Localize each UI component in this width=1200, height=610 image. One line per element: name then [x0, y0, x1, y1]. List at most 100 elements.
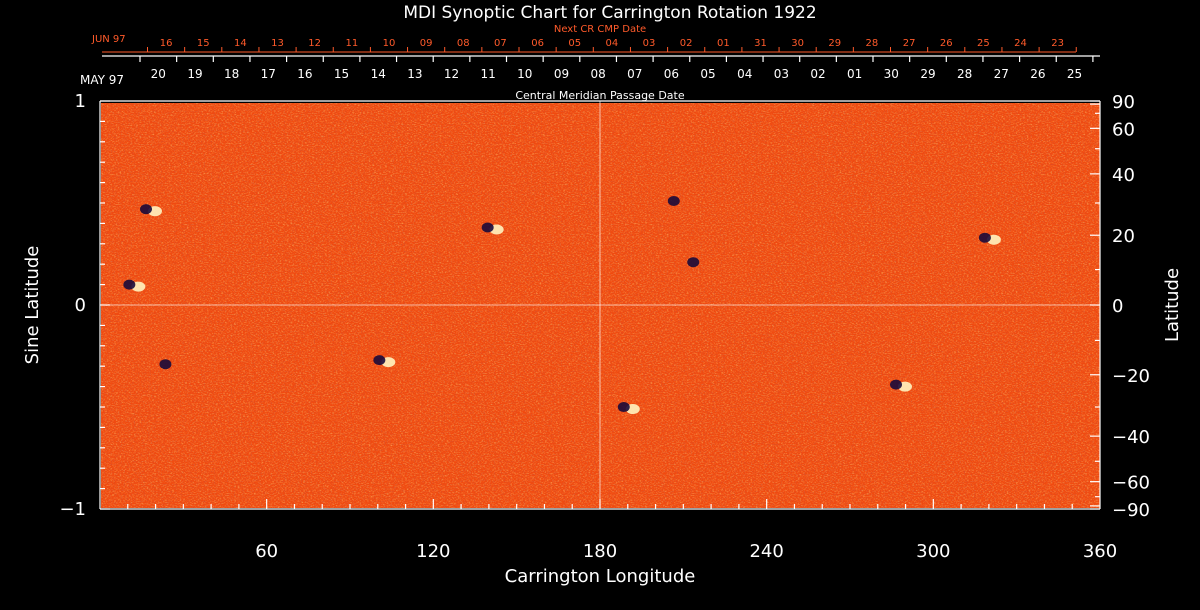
- active-region: [159, 359, 172, 370]
- negative-polarity-patch: [373, 355, 386, 366]
- next-cmp-date-label: 10: [383, 38, 396, 49]
- next-cmp-date-label: 23: [1051, 38, 1064, 49]
- cmp-date-label: 18: [224, 67, 239, 81]
- next-cmp-date-label: 12: [308, 38, 321, 49]
- cmp-date-label: 13: [407, 67, 422, 81]
- cmp-date-label: 26: [1030, 67, 1045, 81]
- cmp-date-label: 20: [151, 67, 166, 81]
- next-cmp-date-label: 04: [606, 38, 619, 49]
- active-region: [373, 355, 396, 368]
- cmp-date-label: 15: [334, 67, 349, 81]
- cmp-date-label: 30: [884, 67, 899, 81]
- cmp-date-label: 19: [187, 67, 202, 81]
- active-region: [617, 402, 640, 415]
- active-region: [890, 379, 912, 392]
- cmp-date-label: 11: [481, 67, 496, 81]
- y-right-tick-label: 60: [1112, 119, 1135, 140]
- cmp-date-label: 07: [627, 67, 642, 81]
- next-cmp-date-label: 15: [197, 38, 210, 49]
- cmp-month-label: MAY 97: [80, 73, 124, 87]
- y-right-tick-label: −40: [1112, 427, 1150, 448]
- next-cmp-date-label: 30: [791, 38, 804, 49]
- x-tick-label: 120: [416, 541, 450, 562]
- cmp-date-label: 12: [444, 67, 459, 81]
- active-region: [687, 257, 700, 268]
- next-cmp-date-label: 27: [903, 38, 916, 49]
- y-right-tick-label: −60: [1112, 473, 1150, 494]
- cmp-date-label: 03: [774, 67, 789, 81]
- next-cmp-date-label: 09: [420, 38, 433, 49]
- y-left-tick-label: −1: [59, 499, 86, 520]
- next-cmp-date-label: 03: [643, 38, 656, 49]
- active-region: [667, 196, 680, 206]
- y-axis-left-label: Sine Latitude: [22, 246, 43, 365]
- y-right-tick-label: 0: [1112, 296, 1123, 317]
- y-left-tick-label: 0: [75, 295, 86, 316]
- y-axis-left: 1 0 −1: [59, 91, 110, 520]
- next-cmp-axis-title: Next CR CMP Date: [554, 24, 646, 35]
- cmp-date-label: 16: [297, 67, 312, 81]
- cmp-date-axis: 20 19 18 17 16 15 14 13 12 11 10 09 08 07 06 05 04 03 02 01…: [102, 55, 1100, 81]
- cmp-date-label: 28: [957, 67, 972, 81]
- x-tick-label: 180: [583, 541, 617, 562]
- cmp-date-label: 04: [737, 67, 752, 81]
- negative-polarity-patch: [481, 222, 494, 233]
- x-tick-label: 240: [749, 541, 783, 562]
- cmp-date-label: 17: [261, 67, 276, 81]
- next-cmp-date-label: 26: [940, 38, 953, 49]
- chart-title: MDI Synoptic Chart for Carrington Rotati…: [403, 3, 816, 23]
- cmp-date-label: 02: [810, 67, 825, 81]
- active-region: [481, 222, 504, 235]
- active-region: [978, 232, 1001, 245]
- next-cmp-date-label: 08: [457, 38, 470, 49]
- cmp-date-label: 29: [920, 67, 935, 81]
- negative-polarity-patch: [140, 204, 152, 215]
- x-tick-label: 60: [255, 541, 278, 562]
- y-axis-right: 90 60 40 20 0 −20 −40 −60 −90: [1090, 92, 1150, 521]
- active-regions: [123, 196, 1001, 415]
- next-cmp-date-label: 29: [828, 38, 841, 49]
- active-region: [123, 279, 146, 292]
- next-cmp-month-label: JUN 97: [91, 34, 126, 45]
- negative-polarity-patch: [159, 359, 172, 370]
- negative-polarity-patch: [978, 232, 991, 243]
- cmp-date-label: 27: [994, 67, 1009, 81]
- next-cmp-date-label: 11: [345, 38, 358, 49]
- next-cmp-date-label: 28: [866, 38, 879, 49]
- y-left-tick-label: 1: [75, 91, 86, 112]
- cmp-date-label: 01: [847, 67, 862, 81]
- y-right-tick-label: 40: [1112, 165, 1135, 186]
- next-cmp-date-axis: 16 15 14 13 12 11 10 09 08 07 06 05 04 03 02 01 31 30 29 28…: [102, 38, 1077, 53]
- x-axis: 60 120 180 240 300 360: [127, 499, 1117, 562]
- y-right-tick-label: 90: [1112, 92, 1135, 113]
- next-cmp-date-label: 05: [568, 38, 581, 49]
- next-cmp-date-label: 13: [271, 38, 284, 49]
- next-cmp-date-label: 16: [160, 38, 173, 49]
- cmp-axis-title: Central Meridian Passage Date: [515, 89, 684, 102]
- x-tick-label: 300: [916, 541, 950, 562]
- y-axis-right-label: Latitude: [1162, 268, 1183, 342]
- next-cmp-date-label: 06: [531, 38, 544, 49]
- negative-polarity-patch: [687, 257, 700, 268]
- negative-polarity-patch: [667, 196, 680, 206]
- next-cmp-date-label: 07: [494, 38, 507, 49]
- x-axis-label: Carrington Longitude: [505, 566, 696, 587]
- next-cmp-date-label: 25: [977, 38, 990, 49]
- cmp-date-label: 05: [700, 67, 715, 81]
- cmp-date-label: 06: [664, 67, 679, 81]
- cmp-date-label: 10: [517, 67, 532, 81]
- y-right-tick-label: 20: [1112, 226, 1135, 247]
- negative-polarity-patch: [890, 379, 902, 390]
- negative-polarity-patch: [123, 279, 136, 290]
- next-cmp-date-label: 02: [680, 38, 693, 49]
- cmp-date-label: 09: [554, 67, 569, 81]
- y-right-tick-label: −20: [1112, 366, 1150, 387]
- cmp-date-label: 08: [590, 67, 605, 81]
- next-cmp-date-label: 31: [754, 38, 767, 49]
- negative-polarity-patch: [617, 402, 630, 413]
- next-cmp-date-label: 24: [1014, 38, 1027, 49]
- next-cmp-date-label: 14: [234, 38, 247, 49]
- cmp-date-label: 14: [371, 67, 386, 81]
- cmp-date-label: 25: [1067, 67, 1082, 81]
